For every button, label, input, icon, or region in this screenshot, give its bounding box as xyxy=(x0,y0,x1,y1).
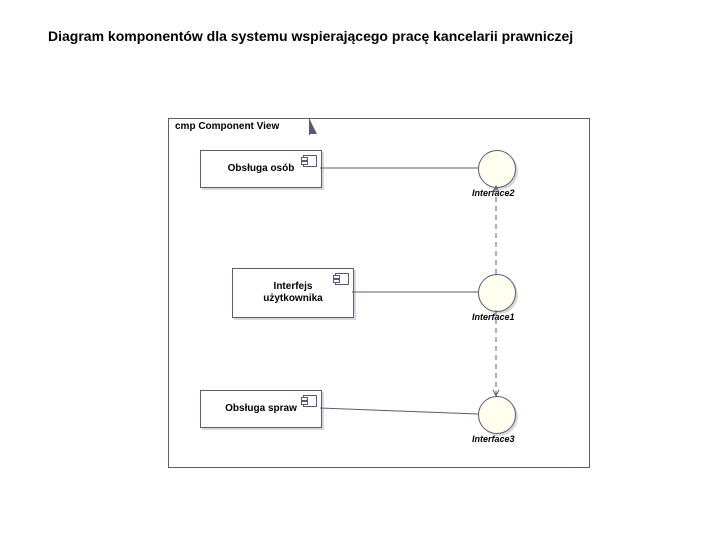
interface-1-label: Interface1 xyxy=(472,312,515,322)
component-obsluga-spraw: Obsługa spraw xyxy=(200,390,322,428)
page-title: Diagram komponentów dla systemu wspieraj… xyxy=(48,28,573,44)
frame-tab: cmp Component View xyxy=(168,118,310,135)
component-icon xyxy=(303,155,317,167)
component-interfejs-uzytkownika: Interfejsużytkownika xyxy=(232,268,354,318)
interface-1-circle xyxy=(478,274,516,312)
interface-2-label: Interface2 xyxy=(472,188,515,198)
interface-3-circle xyxy=(478,396,516,434)
component-label: Interfejsużytkownika xyxy=(263,281,322,305)
component-label: Obsługa spraw xyxy=(225,403,297,415)
component-label: Obsługa osób xyxy=(228,163,295,175)
interface-3-label: Interface3 xyxy=(472,434,515,444)
component-icon xyxy=(303,395,317,407)
component-obsluga-osob: Obsługa osób xyxy=(200,150,322,188)
component-icon xyxy=(335,273,349,285)
interface-2-circle xyxy=(478,150,516,188)
